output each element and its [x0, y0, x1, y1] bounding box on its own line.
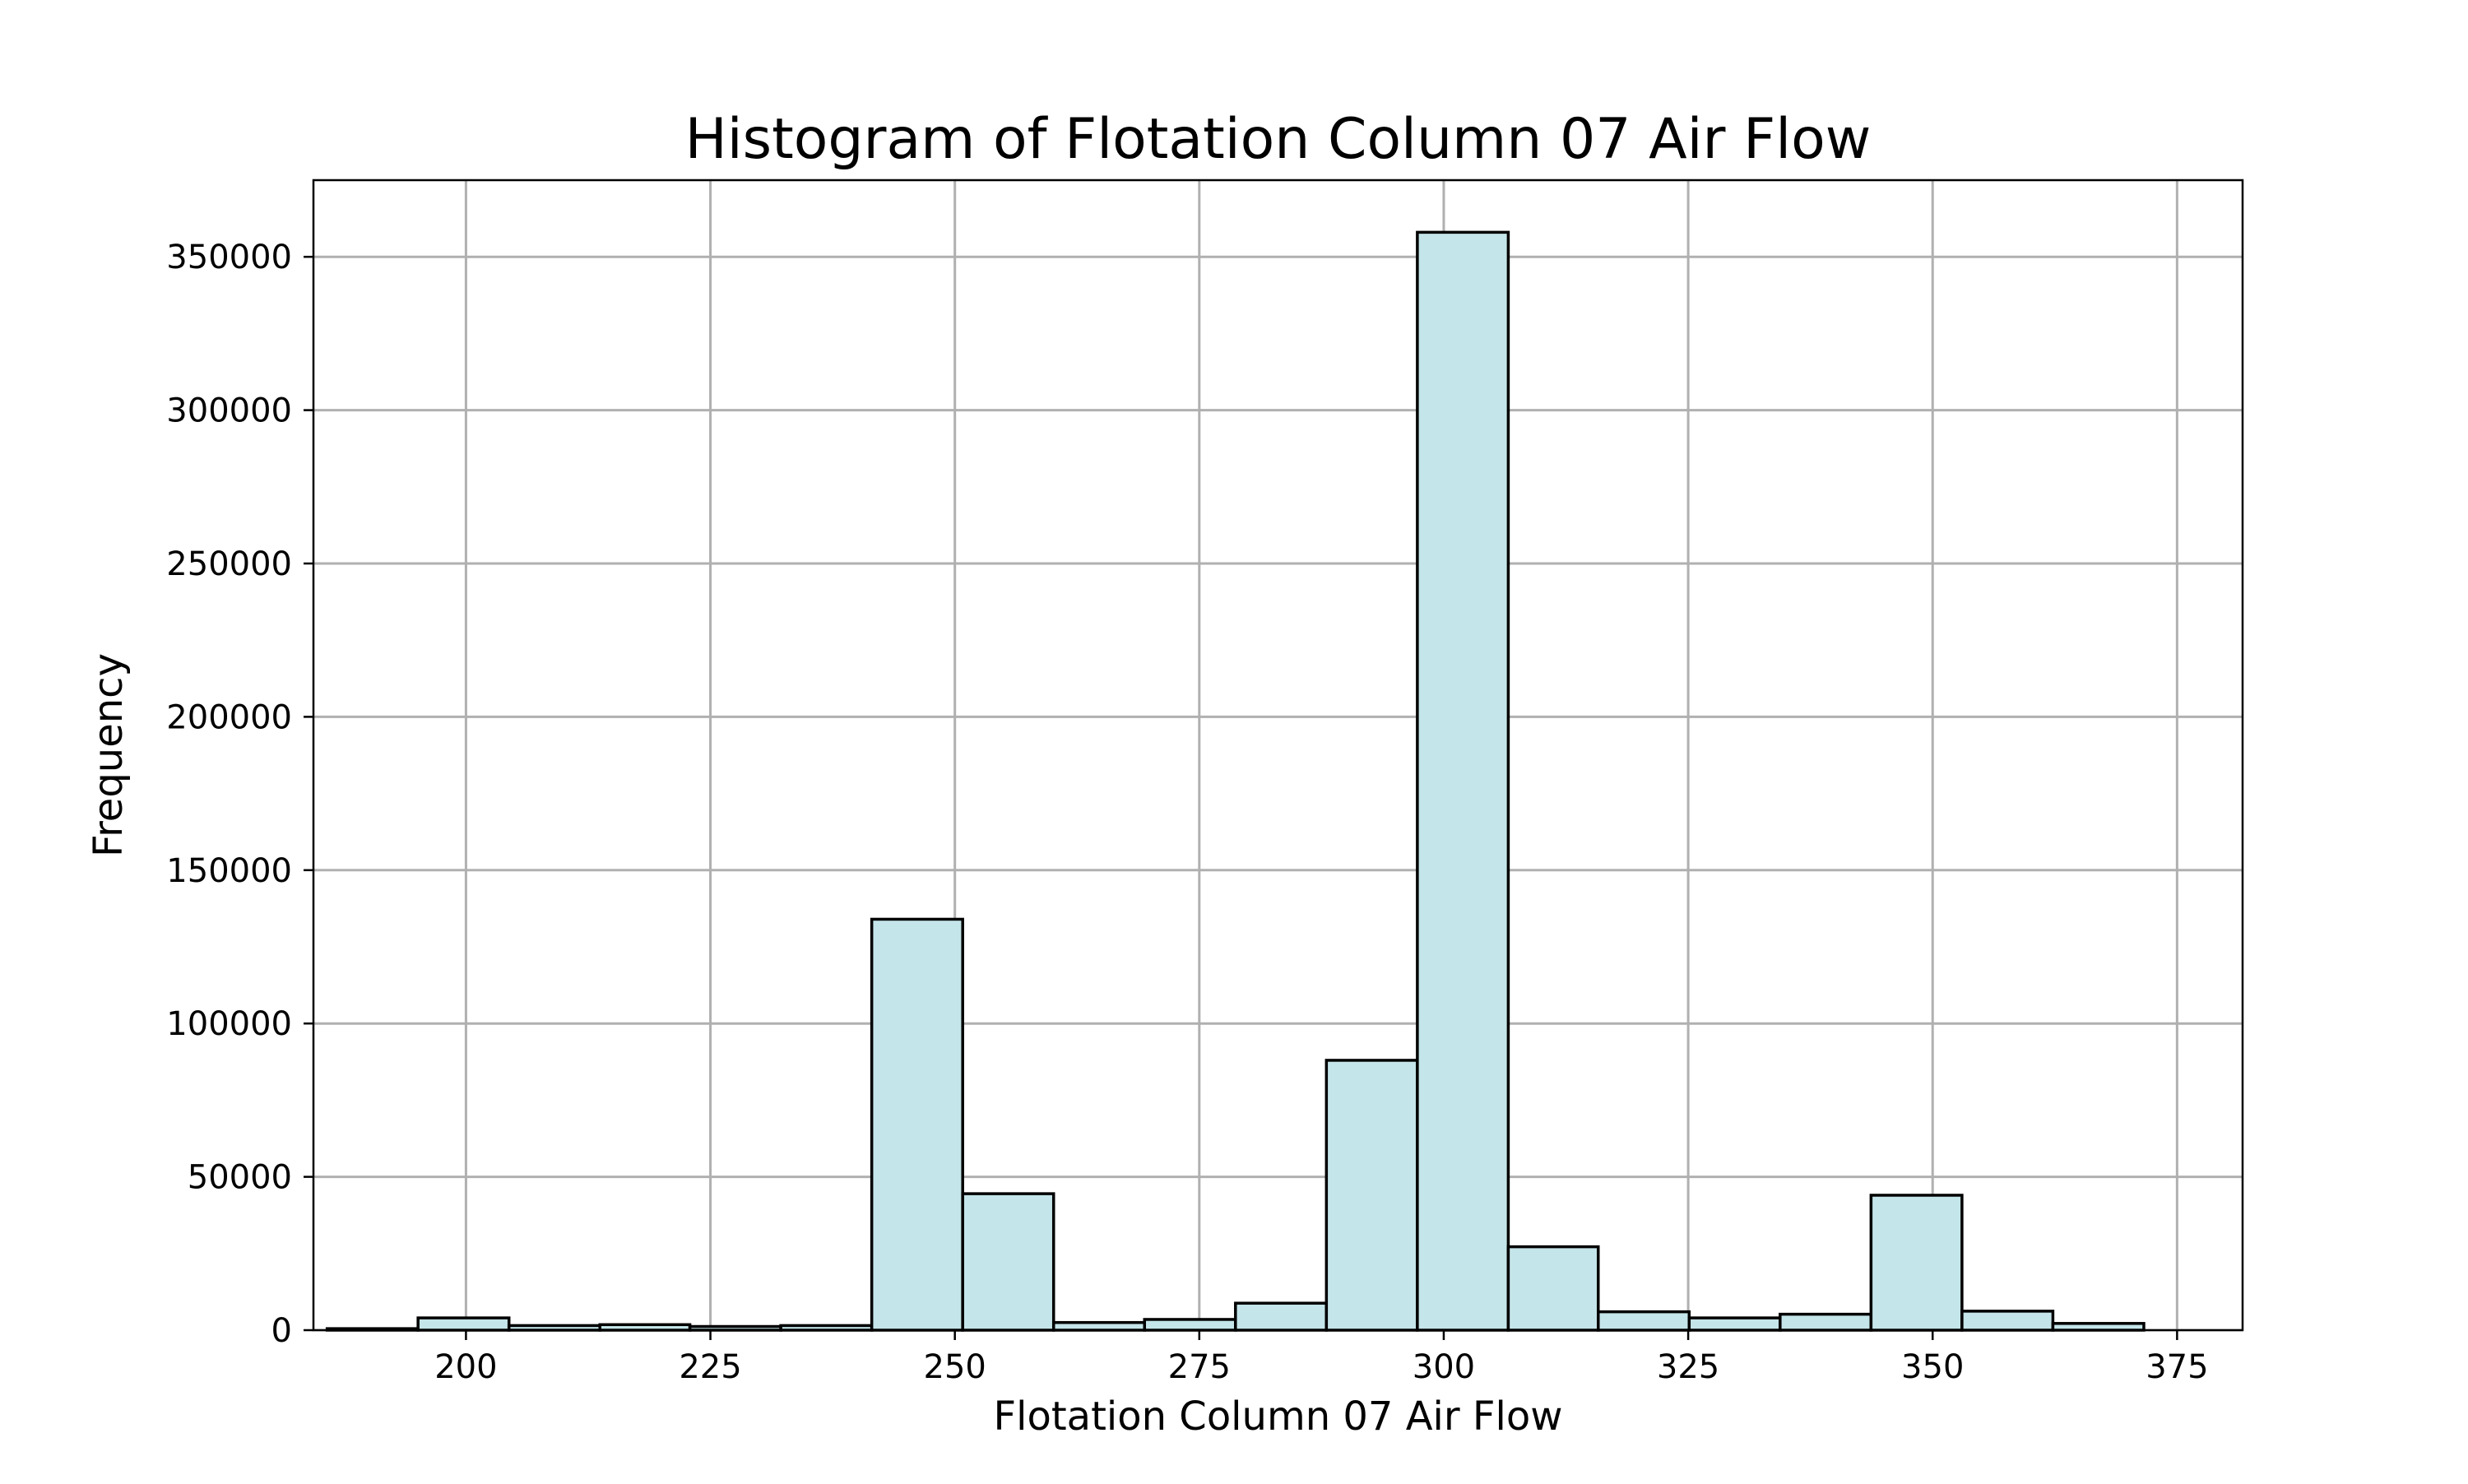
histogram-bar — [1779, 1312, 1873, 1332]
histogram-bar — [1324, 1059, 1419, 1332]
histogram-bar — [1143, 1318, 1237, 1332]
y-tick-label: 50000 — [188, 1159, 292, 1197]
x-tick-label: 325 — [1657, 1348, 1719, 1386]
bar-layer — [325, 230, 2146, 1332]
y-tick-label: 200000 — [166, 698, 292, 736]
histogram-bar — [1687, 1316, 1782, 1332]
y-tick-label: 100000 — [166, 1005, 292, 1043]
histogram-bar — [1869, 1194, 1964, 1332]
x-tick-label: 350 — [1901, 1348, 1964, 1386]
histogram-bar — [1051, 1320, 1147, 1332]
x-tick-label: 375 — [2146, 1348, 2208, 1386]
y-tick-label: 350000 — [166, 239, 292, 276]
y-tick-label: 300000 — [166, 392, 292, 430]
y-tick-label: 250000 — [166, 545, 292, 583]
x-tick-label: 275 — [1168, 1348, 1231, 1386]
histogram-bar — [1506, 1245, 1600, 1332]
grid-layer — [313, 180, 2243, 1332]
x-tick-label: 200 — [434, 1348, 497, 1386]
plot-frame — [312, 179, 2244, 1332]
y-tick-label: 0 — [271, 1312, 292, 1350]
histogram-bar — [1234, 1301, 1329, 1332]
histogram-bar — [1416, 230, 1510, 1332]
histogram-bar — [416, 1316, 511, 1332]
x-tick-label: 225 — [679, 1348, 741, 1386]
x-axis-label: Flotation Column 07 Air Flow — [994, 1394, 1563, 1440]
histogram-bar — [1960, 1310, 2055, 1332]
tick-layer: 200 225 250 275 300 325 350 375 0 50000 100000 1500… — [166, 239, 2208, 1386]
x-tick-label: 250 — [924, 1348, 986, 1386]
x-tick-label: 300 — [1413, 1348, 1475, 1386]
y-axis-label: Frequency — [86, 653, 132, 857]
y-tick-label: 150000 — [166, 852, 292, 890]
histogram-bar — [870, 917, 964, 1332]
chart-title: Histogram of Flotation Column 07 Air Flo… — [685, 107, 1872, 172]
histogram-bar — [1596, 1310, 1691, 1332]
histogram-bar — [961, 1192, 1055, 1332]
